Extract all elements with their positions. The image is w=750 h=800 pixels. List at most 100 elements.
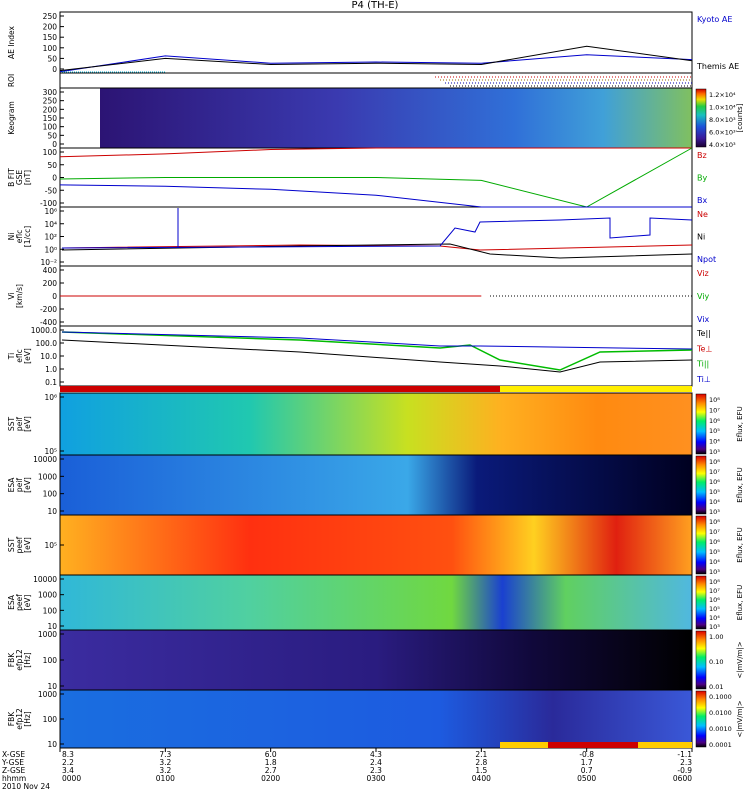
tick-label: -50: [45, 186, 57, 195]
colorbar-tick: 0.0001: [709, 741, 732, 749]
footer-value: 1.8: [265, 758, 277, 767]
footer-value: 0300: [366, 774, 385, 783]
legend-entry: Ti⊥: [696, 375, 711, 384]
spectrogram-fbk1: [60, 630, 692, 690]
series-ti-par: [61, 331, 693, 371]
footer-value: 0.7: [581, 766, 593, 775]
colorbar-tick: 10⁸: [709, 396, 720, 404]
footer-value: 0500: [577, 774, 596, 783]
axis-label: [eV]: [23, 348, 32, 364]
colorbar-label: Eflux, EFU: [736, 585, 744, 620]
spectrogram-kg: [100, 88, 692, 148]
axis-label: GSE: [15, 170, 24, 186]
legend-entry: Ti||: [696, 360, 709, 369]
colorbar-tick: 10⁶: [709, 596, 720, 604]
tick-label: 0: [52, 292, 57, 301]
tick-label: 100: [43, 715, 58, 724]
tick-label: 10000: [33, 575, 57, 584]
tick-label: 10.0: [40, 352, 57, 361]
colorbar-sst2: [695, 515, 707, 575]
tick-label: 1000.0: [31, 326, 57, 335]
axis-label: eflc: [15, 349, 24, 362]
tick-label: 200: [43, 279, 58, 288]
footer-value: 3.2: [159, 766, 171, 775]
colorbar-tick: 10⁸: [709, 458, 720, 466]
region-bar-red: [60, 386, 500, 392]
colorbar-esa1: [695, 455, 707, 515]
tick-label: 1000: [38, 472, 57, 481]
colorbar-tick: 0.1000: [709, 693, 732, 701]
footer-value: 1.5: [475, 766, 487, 775]
tick-label: 1.0: [45, 365, 57, 374]
colorbar-tick: 10⁴: [709, 558, 720, 566]
colorbar-fbk2: [695, 690, 707, 748]
series-by: [59, 147, 693, 208]
colorbar-label: <|mV/m|>: [736, 700, 744, 737]
colorbar-tick: 10⁷: [709, 528, 720, 536]
axis-label: peif: [15, 417, 24, 431]
axis-label: peef: [15, 594, 24, 611]
series-themis-ae: [59, 45, 693, 72]
axis-label: [eV]: [23, 477, 32, 493]
legend-entry: Te||: [696, 329, 711, 338]
footer-value: 2.8: [475, 758, 487, 767]
series-bz: [59, 147, 692, 158]
axis-label: ROI: [7, 74, 16, 87]
tick-label: 250: [43, 12, 58, 21]
colorbar-tick: 10⁷: [709, 468, 720, 476]
footer-row-label: X-GSE: [2, 750, 25, 759]
axis-label: B FIT: [7, 168, 16, 187]
colorbar-tick: 1.00: [709, 633, 723, 641]
tick-label: 100: [43, 123, 58, 132]
legend-entry: Vix: [697, 315, 710, 324]
page-title: P4 (TH-E): [351, 0, 399, 11]
colorbar-tick: 10⁵: [709, 488, 720, 496]
tick-label: 150: [43, 114, 58, 123]
axis-label: Ni: [7, 233, 16, 241]
legend-entry: Npot: [697, 255, 716, 264]
footer-value: 0200: [261, 774, 280, 783]
tick-label: 50: [47, 131, 57, 140]
colorbar-tick: 0.01: [709, 683, 723, 691]
axis-label: Keogram: [7, 101, 16, 135]
colorbar-tick: 10³: [709, 448, 720, 456]
series-bx: [59, 184, 692, 208]
series-te-par: [61, 339, 693, 373]
colorbar-tick: 10⁷: [709, 406, 720, 414]
legend-entry: Bx: [697, 196, 707, 205]
axis-label: [Hz]: [23, 711, 32, 727]
region-bar-yellow: [500, 386, 692, 392]
footer-value: 2.2: [62, 758, 74, 767]
fbk-strip-red: [548, 742, 638, 748]
colorbar-tick: 10⁸: [709, 578, 720, 586]
tick-label: 100: [43, 44, 58, 53]
tick-label: 10⁻²: [40, 258, 57, 267]
series-kyoto-ae: [59, 54, 693, 73]
colorbar-tick: 0.10: [709, 658, 723, 666]
spectrogram-fbk2: [60, 690, 692, 748]
colorbar-tick: 10⁴: [709, 438, 720, 446]
tick-label: 10⁶: [44, 393, 57, 402]
tick-label: 150: [43, 33, 58, 42]
spectrogram-sst2: [60, 515, 692, 575]
axis-label: efp12: [15, 649, 24, 671]
footer-value: 7.3: [159, 750, 171, 759]
tick-label: 200: [43, 105, 58, 114]
tick-label: 10: [47, 740, 57, 749]
axis-label: [eV]: [23, 537, 32, 553]
panel-fbk2: 1000 100 10 FBK efp12 [Hz] 0.1000 0.0100 0.0010 0…: [7, 689, 744, 749]
panel-sst2: 10⁵ SST peef [eV] 10⁸ 10⁷ 10⁶ 10⁵ 10⁴ 10³ Eflux, E…: [7, 514, 744, 576]
footer-value: -0.9: [677, 766, 692, 775]
tick-label: 50: [47, 54, 57, 63]
legend-entry: Ne: [697, 210, 708, 219]
footer-value: 4.3: [370, 750, 382, 759]
tick-label: 10⁴: [44, 220, 57, 229]
tick-label: 100: [43, 656, 58, 665]
tick-label: 100: [43, 606, 58, 615]
axis-label: SST: [7, 417, 16, 432]
axis-label: peif: [15, 478, 24, 492]
panel-fbk1: 1000 100 10 FBK efp12 [Hz] 1.00 0.10 0.01 <|mV/m|…: [7, 629, 744, 691]
